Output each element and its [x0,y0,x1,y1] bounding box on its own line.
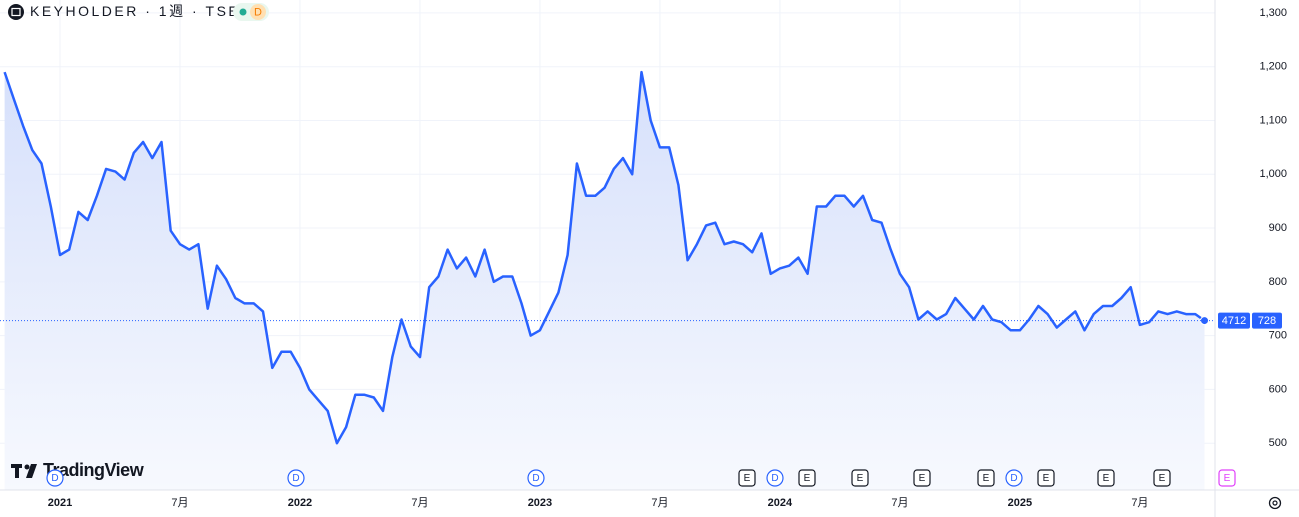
settings-button[interactable] [1268,496,1282,510]
status-dot [239,8,247,16]
x-tick-label: 7月 [1131,497,1148,509]
y-tick-label: 500 [1269,437,1287,449]
symbol-logo-mark [11,7,21,17]
dividend-marker[interactable] [1005,469,1023,487]
last-point [1200,316,1209,326]
settings-icon-core [1272,500,1278,506]
symbol-code-box [1218,312,1250,329]
x-tick-label: 2024 [768,497,793,509]
logo-slash [26,464,37,478]
y-tick-label: 1,000 [1259,168,1287,180]
earnings-marker[interactable] [1097,469,1115,487]
watermark: TradingView [11,460,145,480]
settings-icon[interactable] [1268,496,1282,510]
event-label: E [1043,473,1050,484]
event-label: E [744,473,751,484]
dividend-marker[interactable] [766,469,784,487]
x-tick-label: 7月 [651,497,668,509]
y-tick-label: 1,100 [1259,114,1287,126]
logo-stem [15,464,19,478]
earnings-marker[interactable] [738,469,756,487]
x-tick-label: 2022 [288,497,312,509]
earnings-marker[interactable] [798,469,816,487]
earnings-marker[interactable] [977,469,995,487]
event-label: E [983,473,990,484]
x-tick-label: 2021 [48,497,72,509]
y-tick-label: 900 [1269,222,1287,234]
price-line [3,70,1206,445]
x-tick-label: 7月 [171,497,188,509]
last-value-box [1252,312,1282,329]
dividend-marker[interactable] [46,469,64,487]
interval-badge: D [254,6,262,18]
chart-title: KEYHOLDER · 1週 · TSE [30,3,240,19]
y-tick-label: 600 [1269,383,1287,395]
earnings-marker[interactable] [913,469,931,487]
x-tick-label: 7月 [891,497,908,509]
plot [0,70,1215,490]
y-tick-label: 1,200 [1259,61,1287,73]
symbol-logo [8,4,24,20]
x-tick-label: 2025 [1008,497,1032,509]
x-tick-label: 2023 [528,497,552,509]
event-label: D [1010,473,1017,484]
dividend-marker[interactable] [527,469,545,487]
interval-badge-bg [250,4,266,20]
earnings-marker[interactable] [851,469,869,487]
symbol-code: 4712 [1222,315,1246,327]
y-tick-label: 800 [1269,276,1287,288]
event-label: D [292,473,299,484]
event-label: E [1103,473,1110,484]
event-label: E [857,473,864,484]
watermark-text: TradingView [43,460,145,480]
event-label: D [771,473,778,484]
dividend-marker[interactable] [287,469,305,487]
earnings-marker[interactable] [1153,469,1171,487]
event-label: E [1224,473,1231,484]
y-tick-label: 1,300 [1259,7,1287,19]
y-tick-label: 700 [1269,330,1287,342]
event-label: E [1159,473,1166,484]
last-value-label: 728 [1258,315,1276,327]
x-tick-label: 7月 [411,497,428,509]
event-label: E [804,473,811,484]
area [4,72,1205,490]
earnings-marker[interactable] [1037,469,1055,487]
event-label: D [51,473,58,484]
event-label: E [919,473,926,484]
event-label: D [532,473,539,484]
header: KEYHOLDER · 1週 · TSE D [8,3,269,21]
earnings-marker[interactable] [1218,469,1236,487]
logo-dot [24,464,30,470]
